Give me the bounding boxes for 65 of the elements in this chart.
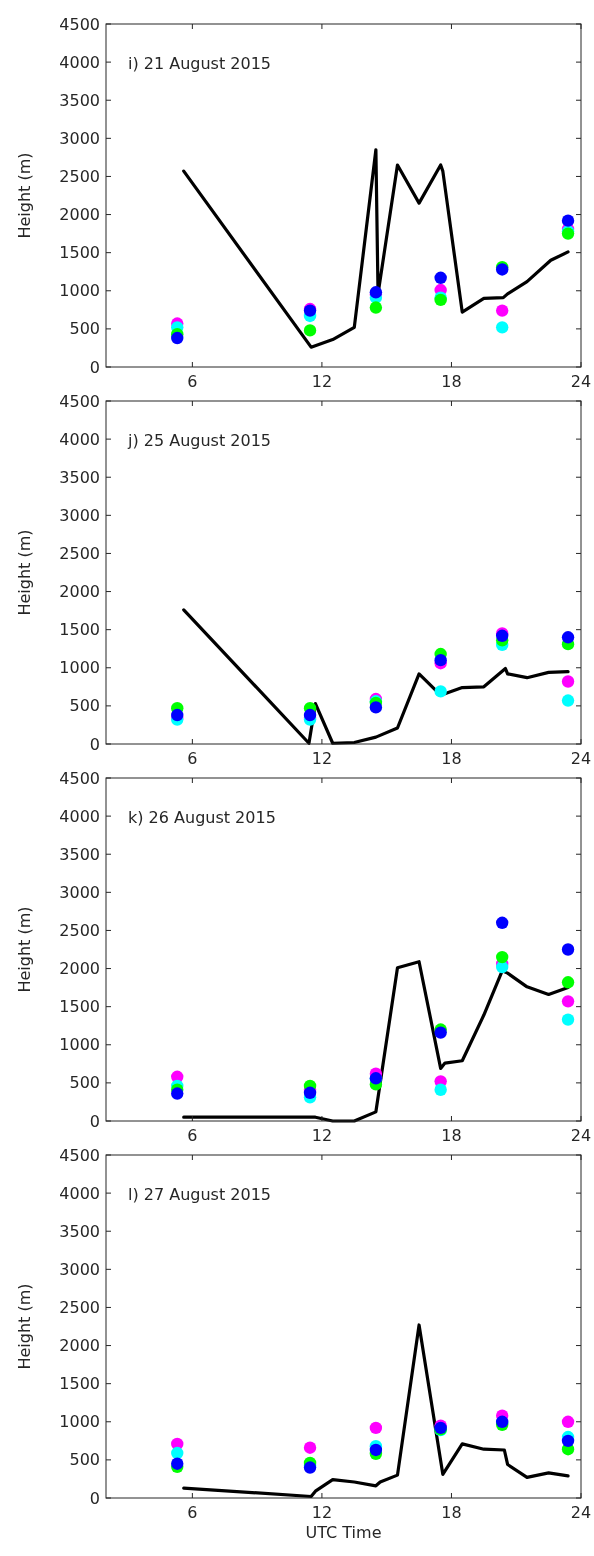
y-tick-label: 2000	[59, 205, 100, 225]
y-tick-label: 4000	[59, 806, 100, 826]
x-tick-label: 18	[441, 749, 462, 768]
y-axis-title: Height (m)	[15, 1283, 34, 1370]
y-tick-label: 1500	[59, 243, 100, 263]
x-tick-label: 24	[570, 1503, 592, 1522]
y-tick-label: 4000	[59, 1183, 100, 1203]
y-tick-label: 1000	[59, 1412, 100, 1432]
y-tick-label: 1500	[59, 620, 100, 640]
y-tick-label: 2000	[59, 582, 100, 602]
y-tick-label: 2000	[59, 959, 100, 979]
y-tick-label: 3000	[59, 1259, 100, 1279]
y-tick-label: 2000	[59, 1336, 100, 1356]
y-tick-label: 4500	[59, 391, 100, 411]
x-tick-label: 12	[311, 749, 333, 768]
y-tick-label: 1000	[59, 281, 100, 301]
x-tick-label: 6	[187, 372, 198, 391]
y-tick-label: 1000	[59, 1035, 100, 1055]
text: k) 26 August 2015	[128, 808, 276, 827]
y-tick-label: 500	[69, 1073, 100, 1093]
y-tick-label: 4500	[59, 14, 100, 34]
text: l) 27 August 2015	[128, 1185, 272, 1204]
y-tick-label: 3500	[59, 1221, 100, 1241]
y-tick-label: 1500	[59, 997, 100, 1017]
y-tick-label: 500	[69, 696, 100, 716]
y-tick-label: 0	[89, 734, 100, 754]
y-tick-label: 0	[89, 1488, 100, 1508]
x-tick-label: 24	[570, 1126, 592, 1145]
x-tick-label: 24	[570, 372, 592, 391]
y-axis-title: Height (m)	[15, 529, 34, 616]
x-tick-label: 6	[187, 1126, 198, 1145]
x-tick-label: 18	[441, 1503, 462, 1522]
y-tick-label: 1000	[59, 658, 100, 678]
y-tick-label: 500	[69, 1450, 100, 1470]
y-tick-label: 3000	[59, 505, 100, 525]
y-tick-label: 2500	[59, 167, 100, 187]
x-tick-label: 24	[570, 749, 592, 768]
text: j) 25 August 2015	[127, 431, 272, 450]
y-tick-label: 2500	[59, 544, 100, 564]
y-tick-label: 4000	[59, 429, 100, 449]
y-tick-label: 4000	[59, 52, 100, 72]
x-tick-label: 12	[311, 1503, 333, 1522]
y-tick-label: 3500	[59, 90, 100, 110]
x-tick-label: 6	[187, 749, 198, 768]
y-tick-label: 2500	[59, 1298, 100, 1318]
x-axis-title: UTC Time	[305, 1523, 382, 1542]
y-tick-label: 3500	[59, 467, 100, 487]
y-axis-title: Height (m)	[15, 906, 34, 993]
y-tick-label: 2500	[59, 921, 100, 941]
y-axis-title: Height (m)	[15, 152, 34, 239]
x-tick-label: 18	[441, 1126, 462, 1145]
y-tick-label: 3500	[59, 844, 100, 864]
y-tick-label: 3000	[59, 128, 100, 148]
text: i) 21 August 2015	[128, 54, 272, 73]
y-tick-label: 0	[89, 1111, 100, 1131]
x-tick-label: 12	[311, 1126, 333, 1145]
y-tick-label: 3000	[59, 882, 100, 902]
y-tick-label: 4500	[59, 768, 100, 788]
x-tick-label: 6	[187, 1503, 198, 1522]
y-tick-label: 4500	[59, 1145, 100, 1165]
y-tick-label: 500	[69, 319, 100, 339]
x-tick-label: 12	[311, 372, 333, 391]
y-tick-label: 0	[89, 357, 100, 377]
x-tick-label: 18	[441, 372, 462, 391]
y-tick-label: 1500	[59, 1374, 100, 1394]
